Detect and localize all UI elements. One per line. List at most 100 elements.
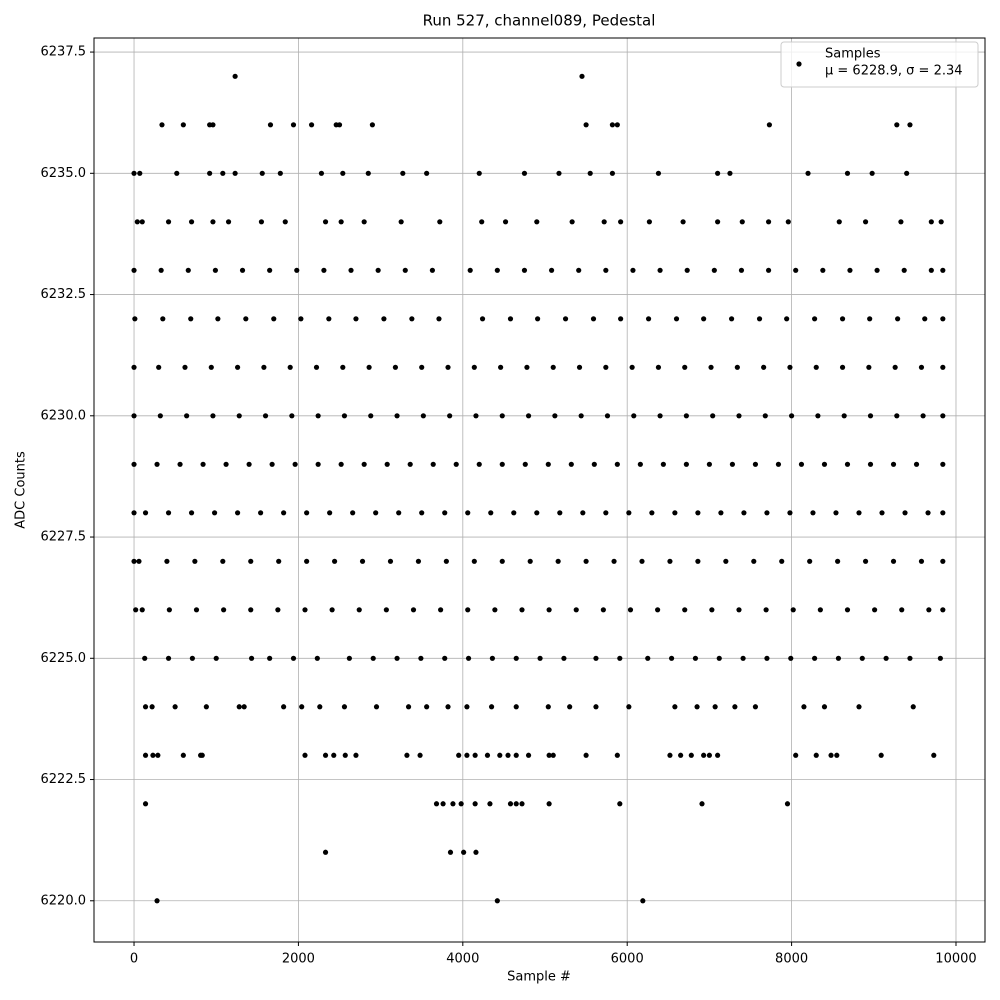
point	[174, 170, 180, 176]
point	[429, 267, 435, 273]
point	[513, 655, 519, 661]
points	[131, 73, 946, 904]
point	[925, 510, 931, 516]
point	[464, 752, 470, 758]
point	[132, 316, 138, 322]
point	[150, 752, 156, 758]
point	[752, 704, 759, 710]
point	[787, 364, 793, 370]
point	[267, 122, 274, 128]
point	[534, 219, 540, 225]
point	[453, 461, 459, 467]
point	[165, 219, 172, 225]
point	[904, 170, 910, 176]
legend-stats: μ = 6228.9, σ = 2.34	[825, 64, 963, 79]
point	[154, 461, 160, 467]
point	[524, 364, 530, 370]
point	[259, 170, 265, 176]
point	[450, 801, 456, 807]
legend-box	[780, 41, 979, 88]
x-tick-label: 2000	[282, 952, 315, 967]
point	[895, 316, 901, 322]
point	[464, 704, 470, 710]
point	[188, 510, 195, 516]
point	[317, 704, 323, 710]
point	[359, 558, 366, 564]
point	[442, 655, 448, 661]
point	[329, 607, 335, 613]
point	[341, 413, 348, 419]
legend-label: Samples	[825, 47, 881, 62]
point	[342, 752, 348, 758]
point	[557, 510, 563, 516]
point	[545, 461, 551, 467]
point	[673, 316, 680, 322]
point	[184, 413, 190, 419]
point	[437, 219, 443, 225]
y-tick-label: 6230.0	[41, 408, 87, 423]
y-tick-label: 6237.5	[41, 45, 87, 60]
point	[488, 704, 495, 710]
point	[611, 558, 617, 564]
point	[484, 752, 491, 758]
point	[556, 170, 562, 176]
point	[213, 655, 219, 661]
point	[913, 461, 920, 467]
point	[302, 607, 308, 613]
point	[660, 461, 666, 467]
point	[447, 413, 453, 419]
point	[756, 316, 763, 322]
point	[862, 558, 869, 564]
point	[157, 413, 163, 419]
point	[788, 655, 794, 661]
point	[798, 461, 805, 467]
x-tick-label: 8000	[775, 952, 808, 967]
point	[937, 655, 943, 661]
point	[701, 752, 707, 758]
y-tick-label: 6235.0	[41, 166, 87, 181]
point	[728, 316, 735, 322]
point	[177, 461, 183, 467]
point	[331, 558, 338, 564]
point	[158, 267, 164, 273]
point	[741, 510, 747, 516]
point	[155, 752, 161, 758]
point	[513, 752, 519, 758]
y-axis-label: ADC Counts	[14, 451, 29, 529]
point	[208, 364, 214, 370]
point	[302, 752, 308, 758]
point	[646, 219, 652, 225]
point	[476, 170, 482, 176]
point	[507, 801, 514, 807]
point	[775, 461, 782, 467]
point	[546, 607, 552, 613]
x-tick-label: 6000	[611, 952, 644, 967]
point	[667, 558, 673, 564]
point	[940, 607, 946, 613]
point	[879, 510, 885, 516]
point	[277, 170, 283, 176]
point	[801, 704, 807, 710]
point	[521, 267, 528, 273]
point	[601, 219, 607, 225]
y-tick-label: 6225.0	[41, 651, 87, 666]
point	[318, 170, 325, 176]
point	[844, 461, 851, 467]
point	[736, 413, 742, 419]
point	[614, 461, 620, 467]
point	[321, 267, 327, 273]
point	[688, 752, 694, 758]
point	[327, 510, 333, 516]
point	[874, 267, 880, 273]
point	[134, 219, 140, 225]
point	[502, 219, 509, 225]
point	[578, 413, 584, 419]
point	[820, 267, 826, 273]
point	[338, 461, 344, 467]
point	[456, 752, 462, 758]
point	[445, 364, 451, 370]
point	[603, 510, 609, 516]
point	[308, 122, 315, 128]
point	[313, 364, 320, 370]
